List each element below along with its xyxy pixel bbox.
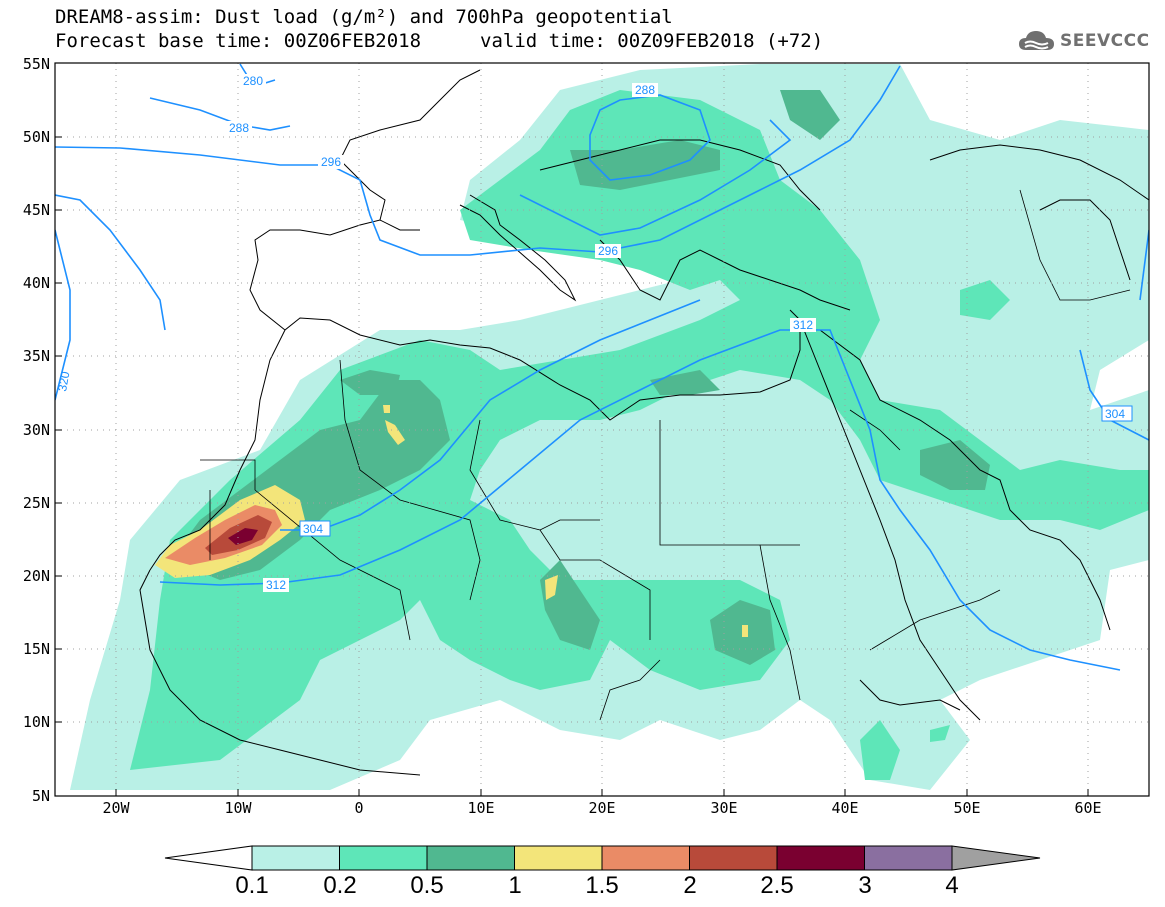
forecast-base-time: Forecast base time: 00Z06FEB2018 <box>55 30 422 52</box>
dust-level-0-2 <box>130 90 1149 780</box>
contour-label-bg <box>790 318 816 332</box>
contour-labels: 280 288 296 288 296 304 312 312 320 304 <box>55 74 1133 592</box>
forecast-time-line: Forecast base time: 00Z06FEB2018 valid t… <box>55 30 955 52</box>
colorbar-swatch <box>689 845 778 871</box>
x-tick-label: 30E <box>710 799 737 817</box>
geopotential-contours <box>55 63 1149 671</box>
cloud-icon <box>1019 31 1054 50</box>
colorbar-label: 1 <box>508 872 521 899</box>
colorbar-label: 1.5 <box>585 872 618 899</box>
contour-label-bg <box>263 578 289 592</box>
x-tick-label: 10E <box>467 799 494 817</box>
colorbar-under-arrow <box>164 845 253 871</box>
y-tick-label: 10N <box>23 713 50 731</box>
contour-label-288: 288 <box>229 121 249 135</box>
colorbar-label: 2 <box>683 872 696 899</box>
colorbar-label: 3 <box>858 872 871 899</box>
y-tick-label: 50N <box>23 128 50 146</box>
gridlines <box>55 63 1149 796</box>
x-axis-labels: 20W 10W 0 10E 20E 30E 40E 50E 60E <box>102 799 1101 817</box>
colorbar-label: 0.5 <box>410 872 443 899</box>
logo-text: SEEVCCC <box>1060 31 1150 51</box>
contour-label-bg <box>240 74 266 88</box>
contour-label-bg <box>632 83 658 97</box>
country-borders <box>200 189 1131 721</box>
colorbar-swatch <box>339 845 428 871</box>
contour-label-304: 304 <box>303 522 323 536</box>
colorbar-label: 0.1 <box>235 872 268 899</box>
x-tick-label: 20E <box>588 799 615 817</box>
colorbar: 0.1 0.2 0.5 1 1.5 2 2.5 3 4 <box>164 845 1041 899</box>
colorbar-over-arrow <box>951 845 1041 871</box>
x-tick-label: 60E <box>1074 799 1101 817</box>
seevccc-logo: SEEVCCC <box>1018 24 1150 58</box>
x-tick-label: 40E <box>831 799 858 817</box>
colorbar-label: 2.5 <box>760 872 793 899</box>
contour-label-312: 312 <box>266 578 286 592</box>
x-tick-label: 10W <box>224 799 252 817</box>
contour-label-bg <box>226 121 252 135</box>
y-tick-label: 15N <box>23 640 50 658</box>
y-tick-label: 20N <box>23 567 50 585</box>
contour-label-296: 296 <box>321 155 341 169</box>
contour-label-bg <box>299 520 331 537</box>
contour-label-280: 280 <box>243 74 263 88</box>
colorbar-swatch <box>251 845 340 871</box>
contour-label-296: 296 <box>598 244 618 258</box>
x-tick-label: 20W <box>102 799 130 817</box>
colorbar-swatch <box>426 845 515 871</box>
dust-level-2-5 <box>228 528 258 545</box>
y-axis-labels: 55N 50N 45N 40N 35N 30N 25N 20N 15N 10N … <box>23 55 50 805</box>
coastlines <box>139 69 1149 776</box>
contour-label-304: 304 <box>1105 407 1125 421</box>
map-title: DREAM8-assim: Dust load (g/m²) and 700hP… <box>55 6 673 28</box>
colorbar-swatch <box>776 845 865 871</box>
colorbar-swatch <box>514 845 603 871</box>
y-tick-label: 40N <box>23 274 50 292</box>
contour-label-288: 288 <box>635 83 655 97</box>
contour-label-bg <box>1101 405 1133 422</box>
colorbar-label: 0.2 <box>323 872 356 899</box>
dust-field: 280 288 296 288 296 304 312 312 320 304 <box>55 63 1149 796</box>
y-tick-label: 55N <box>23 55 50 73</box>
contour-label-312: 312 <box>793 318 813 332</box>
x-tick-label: 50E <box>953 799 980 817</box>
contour-label-320: 320 <box>55 370 72 392</box>
y-tick-label: 5N <box>32 787 50 805</box>
y-tick-label: 25N <box>23 494 50 512</box>
y-tick-label: 35N <box>23 347 50 365</box>
contour-label-bg <box>595 244 621 258</box>
valid-time: valid time: 00Z09FEB2018 (+72) <box>480 30 824 52</box>
colorbar-swatch <box>601 845 690 871</box>
colorbar-label: 4 <box>945 872 958 899</box>
tick-marks <box>55 136 1089 796</box>
contour-label-bg <box>318 155 344 169</box>
colorbar-swatch <box>864 845 953 871</box>
x-tick-label: 0 <box>354 799 363 817</box>
y-tick-label: 30N <box>23 421 50 439</box>
y-tick-label: 45N <box>23 201 50 219</box>
